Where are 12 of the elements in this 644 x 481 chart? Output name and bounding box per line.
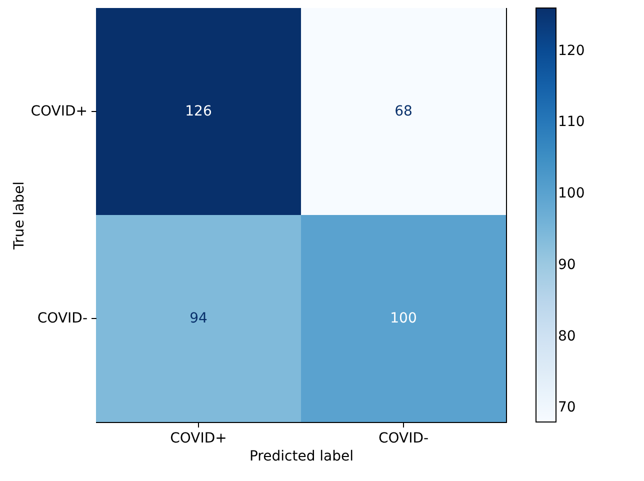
color-bar-label: 70 bbox=[558, 400, 576, 416]
y-axis-title: True label bbox=[12, 181, 28, 251]
data-label: 100 bbox=[390, 310, 417, 326]
data-label: 126 bbox=[185, 104, 212, 120]
color-bar-label: 80 bbox=[558, 328, 576, 344]
color-bar-label: 120 bbox=[558, 42, 585, 59]
color-bar-label: 100 bbox=[558, 186, 585, 202]
color-bar-label: 110 bbox=[558, 114, 585, 130]
data-label: 94 bbox=[190, 310, 208, 326]
x-axis-title: Predicted label bbox=[249, 448, 354, 464]
color-bar-label: 90 bbox=[558, 256, 576, 273]
data-label: 68 bbox=[394, 104, 412, 120]
